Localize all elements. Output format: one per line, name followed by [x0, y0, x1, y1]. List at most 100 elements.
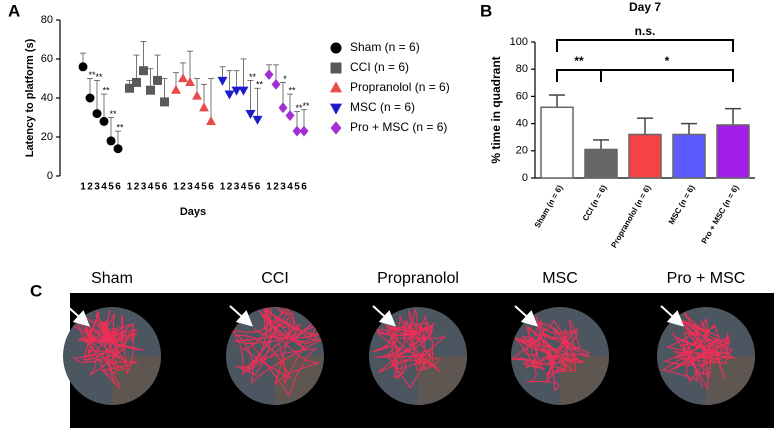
- pool: [369, 307, 467, 405]
- y-tick-label: 60: [41, 53, 53, 65]
- x-tick-label: 2: [273, 182, 279, 193]
- y-axis-label: % time in quadrant: [489, 56, 503, 163]
- y-tick-label: 20: [41, 131, 53, 143]
- x-tick-label: 6: [208, 182, 214, 193]
- x-tick-label: 1: [127, 182, 133, 193]
- error-bar: [226, 70, 233, 95]
- data-point: [264, 69, 274, 80]
- x-tick-label: 6: [115, 182, 121, 193]
- swim-path: [661, 311, 737, 390]
- x-tick-label: 4: [101, 182, 107, 193]
- x-tick-label: 6: [162, 182, 168, 193]
- data-point: [224, 90, 235, 100]
- x-tick-label: 2: [87, 182, 93, 193]
- panel-label: A: [8, 1, 20, 20]
- significance: **: [295, 103, 303, 113]
- platform-arrow: [66, 305, 90, 327]
- data-point: [146, 85, 155, 95]
- x-tick-label: 2: [180, 182, 186, 193]
- pool: [63, 307, 161, 405]
- legend-label: Propranolol (n = 6): [350, 80, 450, 94]
- data-point: [271, 78, 281, 90]
- x-tick-label: 1: [266, 182, 272, 193]
- data-point: [178, 73, 188, 83]
- error-bar: [549, 94, 565, 108]
- data-point: [245, 110, 256, 119]
- significance: **: [109, 109, 117, 119]
- x-tick-label: 4: [194, 182, 200, 193]
- significance-bracket: [556, 39, 734, 52]
- significance: **: [302, 101, 310, 111]
- data-point: [292, 125, 302, 137]
- platform-arrow: [229, 305, 253, 327]
- swim-path: [72, 310, 144, 390]
- y-tick-label: 20: [516, 145, 528, 157]
- significance: **: [102, 85, 110, 95]
- significance-bracket: [600, 69, 734, 82]
- data-point: [171, 84, 181, 94]
- swim-path: [371, 307, 447, 389]
- platform-arrow: [514, 305, 538, 327]
- pool: [511, 307, 609, 405]
- panel-label: B: [480, 1, 492, 20]
- significance: **: [88, 70, 96, 80]
- legend-marker: [330, 121, 342, 135]
- y-tick-label: 0: [522, 172, 528, 184]
- platform-arrow: [372, 305, 396, 327]
- y-tick-label: 40: [516, 118, 528, 130]
- y-tick-label: 80: [516, 63, 528, 75]
- x-tick-label: Propranolol (n = 6): [609, 183, 652, 249]
- data-point: [217, 76, 228, 86]
- x-tick-label: CCI (n = 6): [581, 183, 609, 222]
- x-tick-label: 3: [280, 182, 286, 193]
- track-label: Propranolol: [377, 270, 459, 287]
- significance: **: [288, 85, 296, 95]
- significance: **: [574, 54, 584, 68]
- x-tick-label: 5: [108, 182, 114, 193]
- error-bar: [681, 122, 697, 135]
- error-bar: [94, 80, 100, 114]
- panel-label: C: [30, 281, 42, 300]
- data-point: [92, 109, 102, 119]
- data-point: [139, 66, 148, 76]
- legend-label: MSC (n = 6): [350, 100, 415, 114]
- data-point: [192, 90, 202, 100]
- track-label: Pro + MSC: [667, 270, 746, 287]
- error-bar: [133, 54, 140, 83]
- chart-title: Day 7: [629, 0, 661, 14]
- data-point: [78, 62, 88, 72]
- track-label: Sham: [91, 270, 133, 287]
- y-tick-label: 0: [47, 170, 53, 182]
- data-point: [199, 102, 209, 112]
- error-bar: [101, 93, 107, 122]
- error-bar: [240, 58, 247, 91]
- x-tick-label: Sham (n = 6): [533, 183, 565, 229]
- y-axis-label: Latency to platform (s): [24, 38, 36, 157]
- track-label: MSC: [542, 270, 578, 287]
- legend-marker: [330, 62, 342, 74]
- x-tick-label: 1: [80, 182, 86, 193]
- x-tick-label: 2: [134, 182, 140, 193]
- x-tick-label: 1: [173, 182, 179, 193]
- bar: [628, 133, 662, 179]
- x-tick-label: 5: [155, 182, 161, 193]
- legend-marker: [329, 103, 343, 115]
- x-tick-label: 4: [287, 182, 293, 193]
- data-point: [132, 77, 141, 87]
- data-point: [252, 115, 263, 125]
- data-point: [231, 86, 242, 96]
- x-tick-label: 2: [227, 182, 233, 193]
- data-point: [125, 83, 134, 93]
- data-point: [185, 77, 195, 86]
- x-tick-label: 6: [255, 182, 261, 193]
- data-point: [278, 102, 288, 114]
- error-bar: [593, 139, 609, 150]
- pool: [657, 307, 755, 405]
- x-tick-label: 1: [220, 182, 226, 193]
- significance: *: [283, 74, 287, 84]
- y-tick-label: 40: [41, 92, 53, 104]
- data-point: [206, 116, 216, 125]
- bar: [672, 133, 706, 179]
- swim-path: [230, 307, 324, 397]
